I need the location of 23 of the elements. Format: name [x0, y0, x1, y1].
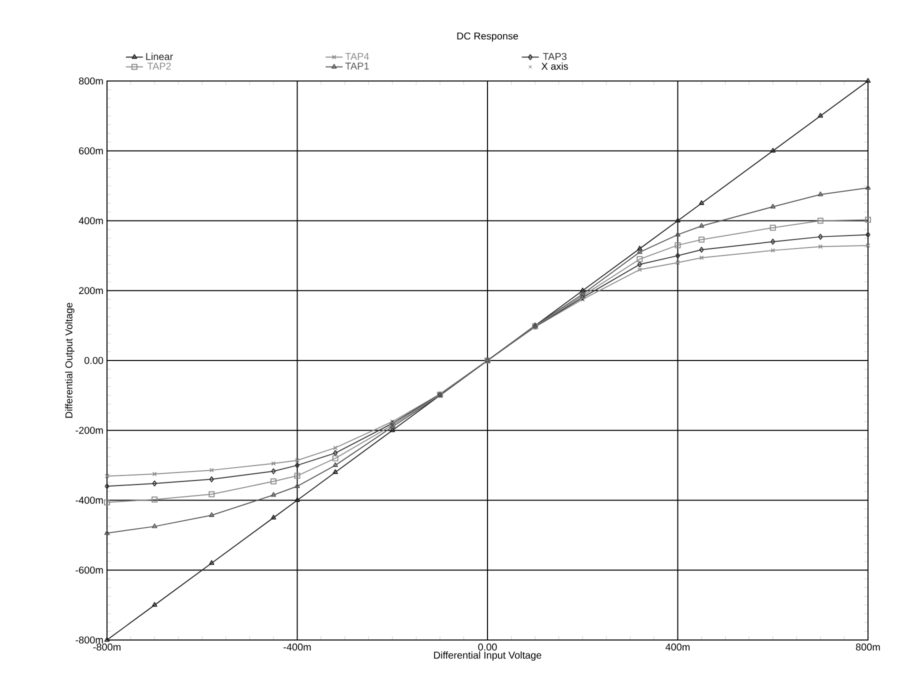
legend-label: TAP4 [345, 52, 369, 60]
x-tick-label: -800m [93, 644, 120, 651]
y-tick-label: -600m [76, 566, 103, 574]
y-tick-label: -800m [76, 636, 103, 644]
legend-label: TAP2 [147, 62, 171, 70]
y-tick-label: -200m [76, 426, 103, 434]
legend-label: TAP1 [345, 62, 369, 70]
y-tick-label: 0.00 [84, 356, 104, 364]
y-tick-label: 800m [79, 77, 103, 85]
text: X axis [541, 62, 568, 70]
chart-title: DC Response [457, 32, 518, 42]
x-tick-label: -400m [284, 644, 311, 651]
legend-label: TAP3 [542, 52, 566, 60]
y-axis-title: Differential Output Voltage [65, 302, 74, 418]
x-tick-label: 400m [666, 644, 690, 651]
x-tick-label: 0.00 [478, 644, 497, 651]
x-tick-label: 800m [856, 644, 880, 651]
y-tick-label: 600m [79, 147, 103, 154]
x-axis-title: Differential Input Voltage [434, 651, 542, 661]
legend-label: Linear [146, 52, 173, 60]
y-tick-label: 400m [78, 217, 103, 224]
y-tick-label: 200m [79, 287, 103, 294]
y-tick-label: -400m [76, 496, 103, 504]
